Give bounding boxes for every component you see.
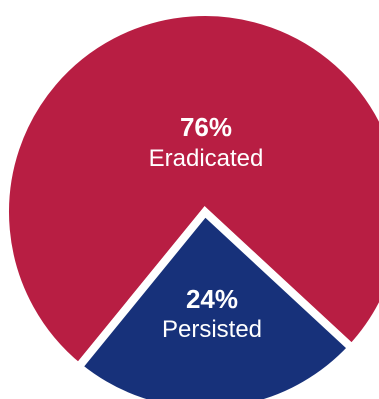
pie-slice-persisted bbox=[72, 206, 358, 399]
pie-category-label-eradicated: Eradicated bbox=[149, 145, 264, 172]
pie-value-label-persisted: 24% bbox=[186, 284, 238, 314]
pie-labels: 76% Eradicated 24%Persisted bbox=[149, 112, 264, 343]
pie-slices bbox=[1, 8, 379, 399]
pie-category-label-persisted: Persisted bbox=[162, 316, 262, 343]
pie-value-label-eradicated: 76% bbox=[180, 112, 232, 142]
pie-slice-eradicated bbox=[1, 8, 379, 373]
